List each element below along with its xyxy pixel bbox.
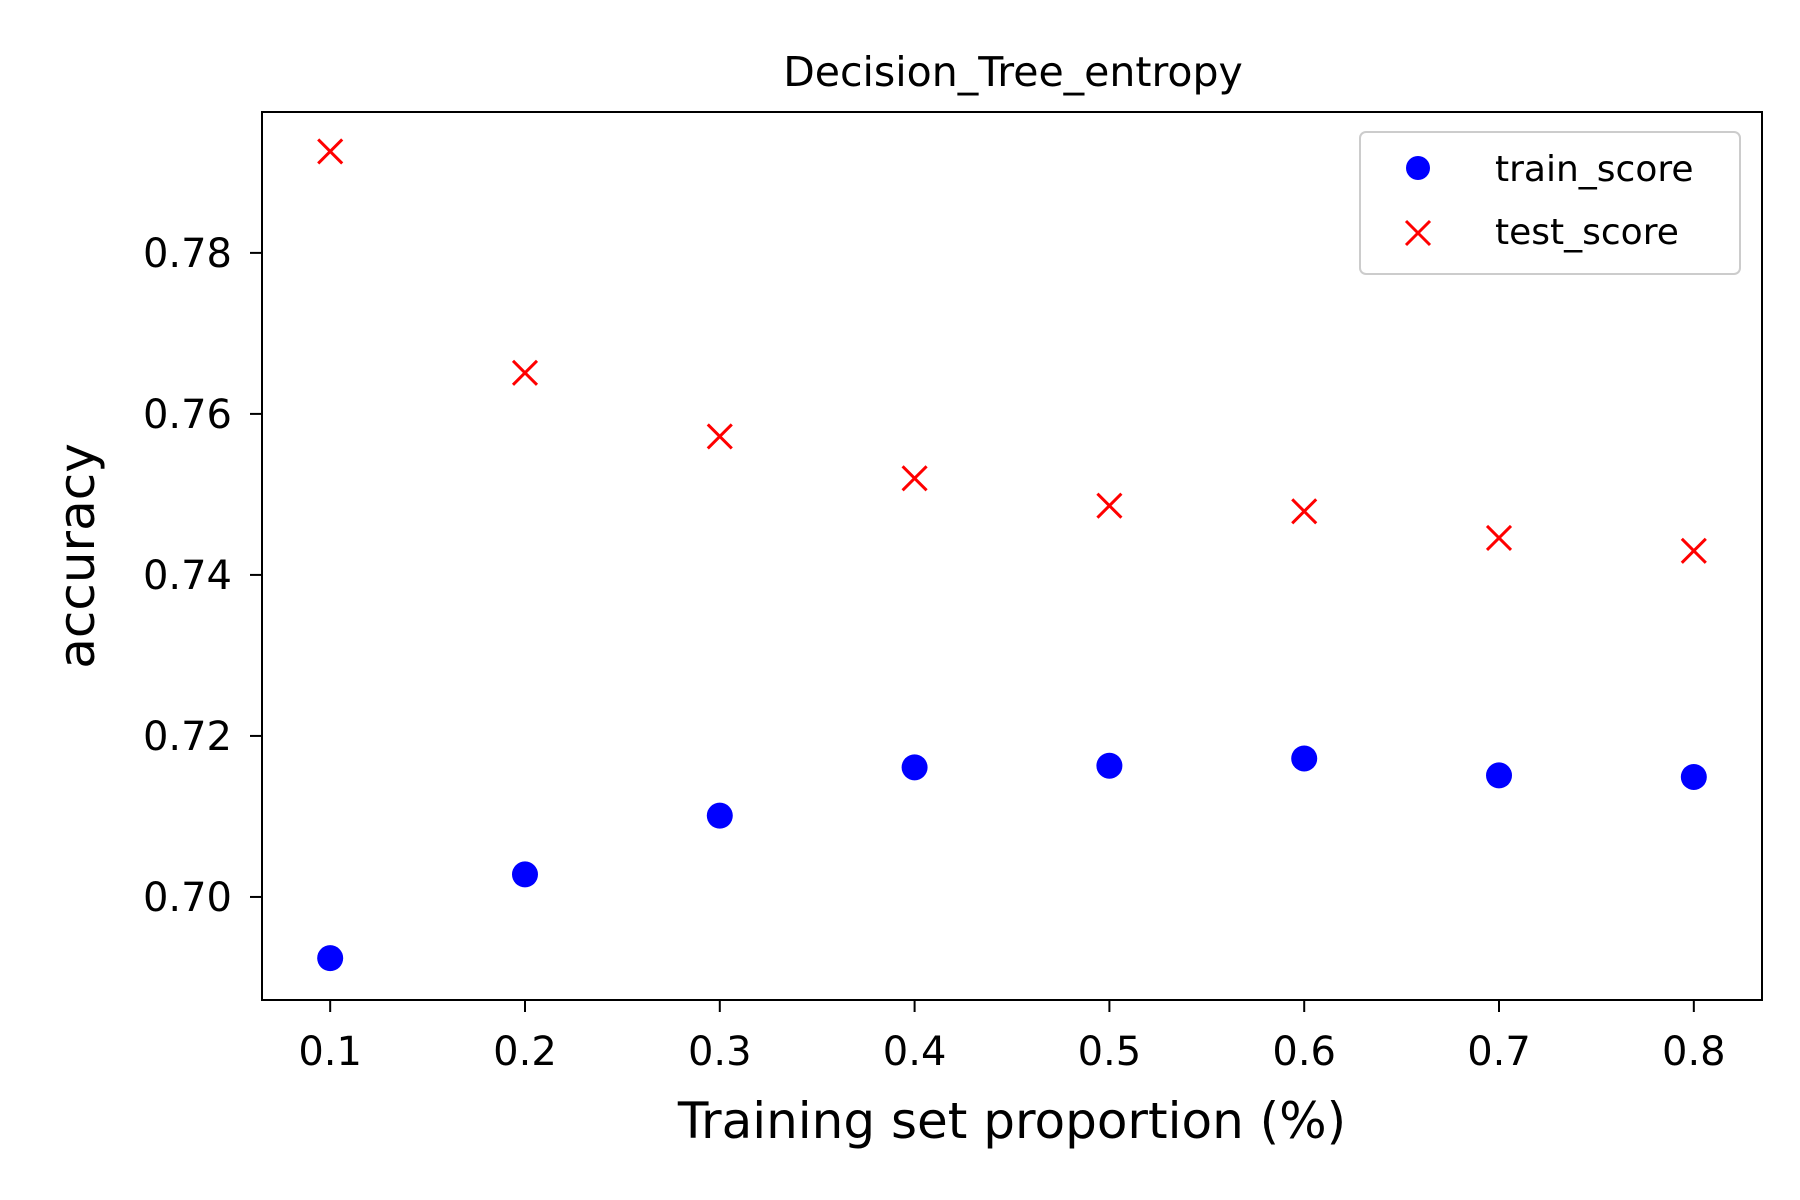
legend-label-train-score: train_score [1495,149,1694,190]
legend: train_score test_score [1359,131,1741,275]
train-score-point [317,945,344,972]
x-tick-label: 0.1 [298,1029,362,1075]
legend-frame [1359,131,1741,275]
chart-title: Decision_Tree_entropy [783,48,1243,96]
plot-marks [317,138,1707,972]
legend-label-test-score: test_score [1495,212,1679,253]
y-tick-label: 0.76 [143,392,232,438]
train-score-point [1680,763,1707,790]
y-tick-label: 0.70 [143,875,232,921]
test-score-point [1096,492,1123,519]
legend-marker-train-score [1406,156,1430,180]
train-score-point [706,802,733,829]
x-tick-label: 0.6 [1272,1029,1336,1075]
y-axis-title: accuracy [48,443,106,669]
y-tick-label: 0.78 [143,231,232,277]
test-score-point [1291,498,1318,525]
plot-frame [261,111,1763,1001]
y-axis: 0.70 0.72 0.74 0.76 0.78 [143,231,262,921]
x-axis: 0.1 0.2 0.3 0.4 0.5 0.6 0.7 0.8 [298,1000,1726,1075]
legend-marker-test-score [1404,219,1432,247]
test-score-point [511,359,539,386]
x-tick-label: 0.5 [1078,1029,1142,1075]
x-tick-label: 0.2 [493,1029,557,1075]
test-score-point [1680,537,1707,564]
x-axis-title: Training set proportion (%) [677,1092,1346,1150]
x-tick-label: 0.4 [883,1029,947,1075]
x-tick-label: 0.7 [1467,1029,1531,1075]
train-score-point [1096,752,1123,779]
y-tick-label: 0.72 [143,714,232,760]
x-tick-label: 0.3 [688,1029,752,1075]
train-score-point [1486,762,1513,789]
train-score-point [511,861,538,888]
train-score-point [901,754,928,781]
test-score-point [317,138,344,165]
x-tick-label: 0.8 [1662,1029,1726,1075]
test-score-point [1485,524,1513,551]
test-score-point [706,423,733,450]
train-score-point [1291,745,1318,772]
test-score-point [901,465,928,492]
y-tick-label: 0.74 [143,553,232,599]
